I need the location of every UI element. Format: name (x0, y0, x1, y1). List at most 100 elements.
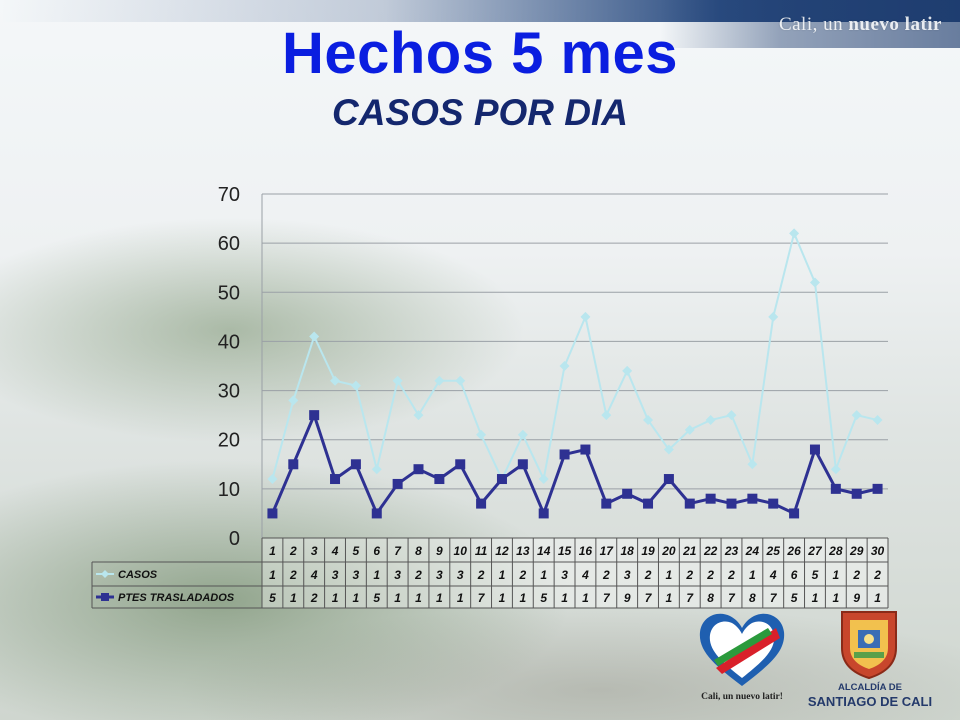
table-value: 3 (561, 568, 568, 582)
x-tick-label: 23 (724, 544, 739, 558)
x-tick-label: 15 (558, 544, 572, 558)
data-point (622, 488, 633, 499)
data-point (872, 483, 883, 494)
data-point (663, 474, 674, 485)
table-value: 2 (289, 568, 297, 582)
data-point (601, 498, 612, 509)
table-value: 1 (561, 591, 568, 605)
table-value: 3 (353, 568, 360, 582)
x-tick-label: 20 (661, 544, 676, 558)
table-value: 9 (853, 591, 860, 605)
x-tick-label: 11 (475, 544, 488, 558)
y-tick-label: 50 (218, 282, 240, 304)
data-point (768, 498, 779, 509)
table-value: 2 (477, 568, 485, 582)
x-tick-label: 17 (600, 544, 615, 558)
x-tick-label: 25 (766, 544, 781, 558)
data-point (350, 459, 361, 470)
x-tick-label: 21 (682, 544, 697, 558)
table-value: 1 (457, 591, 464, 605)
x-tick-label: 5 (353, 544, 360, 558)
table-value: 1 (269, 568, 276, 582)
table-value: 1 (415, 591, 422, 605)
logos: Cali, un nuevo latir! ALCALDÍA DE SANTIA… (690, 608, 950, 718)
data-point (392, 375, 403, 386)
table-value: 1 (499, 591, 506, 605)
heart-logo-icon (696, 608, 788, 690)
table-value: 1 (436, 591, 443, 605)
table-value: 1 (874, 591, 881, 605)
data-point (872, 415, 883, 426)
table-value: 1 (519, 591, 526, 605)
data-point (601, 410, 612, 421)
data-point (851, 488, 862, 499)
table-value: 5 (269, 591, 276, 605)
data-point (413, 464, 424, 475)
table-value: 2 (873, 568, 881, 582)
data-point (538, 474, 549, 485)
data-point (517, 459, 528, 470)
data-point (663, 444, 674, 455)
alcaldia-label-line2: SANTIAGO DE CALI (807, 694, 933, 709)
table-value: 2 (602, 568, 610, 582)
data-point (705, 493, 716, 504)
table-value: 5 (540, 591, 547, 605)
table-value: 8 (707, 591, 714, 605)
data-point (643, 498, 654, 509)
table-value: 1 (373, 568, 380, 582)
table-value: 1 (499, 568, 506, 582)
alcaldia-label-line1: ALCALDÍA DE (837, 682, 903, 693)
table-value: 1 (666, 591, 673, 605)
table-value: 2 (685, 568, 693, 582)
x-tick-label: 2 (289, 544, 297, 558)
data-point (809, 277, 820, 288)
x-tick-label: 22 (703, 544, 718, 558)
data-point (330, 375, 341, 386)
table-value: 4 (310, 568, 318, 582)
data-point (684, 424, 695, 435)
coat-of-arms-icon (838, 608, 900, 680)
legend-marker (101, 593, 109, 601)
table-value: 1 (832, 591, 839, 605)
table-value: 5 (373, 591, 380, 605)
x-tick-label: 26 (786, 544, 801, 558)
data-point (476, 429, 487, 440)
series-line (271, 413, 878, 515)
data-point (705, 415, 716, 426)
series-line (271, 232, 878, 481)
x-tick-label: 18 (620, 544, 634, 558)
data-point (809, 444, 820, 455)
x-tick-label: 6 (373, 544, 380, 558)
x-tick-label: 14 (537, 544, 551, 558)
data-point (330, 474, 341, 485)
table-value: 1 (394, 591, 401, 605)
table-value: 4 (769, 568, 777, 582)
data-point (371, 464, 382, 475)
data-point (726, 498, 737, 509)
y-tick-label: 70 (218, 184, 240, 206)
data-point (559, 361, 570, 371)
data-point (830, 464, 841, 475)
slogan-part1: Cali, un (778, 14, 844, 35)
table-value: 1 (332, 591, 339, 605)
data-point (309, 331, 320, 342)
x-tick-label: 7 (394, 544, 402, 558)
table-value: 2 (706, 568, 714, 582)
table-value: 7 (478, 591, 486, 605)
x-tick-label: 28 (828, 544, 843, 558)
legend-label: CASOS (118, 569, 158, 581)
data-point (267, 474, 278, 485)
table-value: 7 (603, 591, 611, 605)
data-point (538, 508, 549, 519)
page-title: Hechos 5 mes (281, 21, 679, 86)
page-subtitle: CASOS POR DIA (331, 92, 629, 133)
table-value: 3 (457, 568, 464, 582)
data-point (413, 410, 424, 421)
data-point (622, 365, 633, 376)
data-point (747, 493, 758, 504)
heart-logo-caption: Cali, un nuevo latir! (701, 692, 783, 702)
data-point (747, 459, 758, 470)
data-point (789, 228, 800, 239)
y-tick-label: 60 (218, 233, 240, 255)
data-point (434, 375, 445, 386)
